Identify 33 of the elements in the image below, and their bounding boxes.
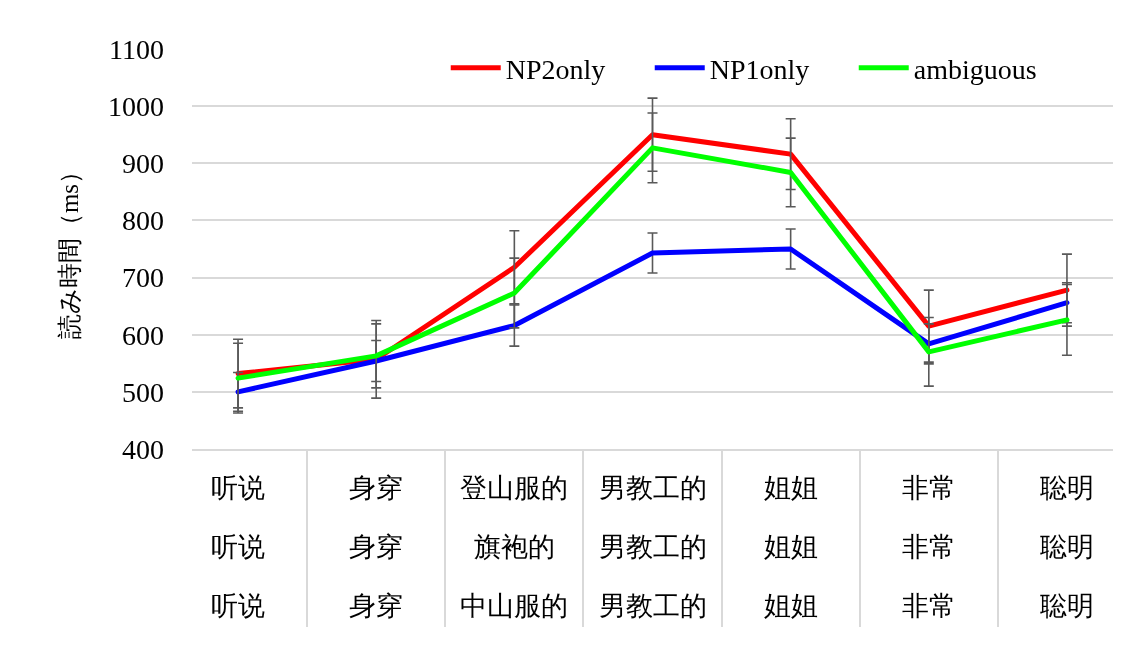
y-tick-label: 800 xyxy=(122,205,164,237)
category-label: 身穿 xyxy=(349,532,403,562)
category-label: 非常 xyxy=(902,591,956,621)
y-axis-title: 読み時間（ms） xyxy=(55,158,83,340)
category-label: 姐姐 xyxy=(764,532,818,562)
category-label: 非常 xyxy=(902,473,956,503)
y-tick-label: 1100 xyxy=(109,33,164,65)
category-label: 聡明 xyxy=(1040,591,1094,621)
category-label: 旗袍的 xyxy=(474,532,555,562)
category-label: 男教工的 xyxy=(599,532,707,562)
category-label: 姐姐 xyxy=(764,473,818,503)
category-label: 男教工的 xyxy=(599,473,707,503)
y-tick-label: 400 xyxy=(122,433,164,465)
legend-label: ambiguous xyxy=(913,53,1037,85)
category-label: 聡明 xyxy=(1040,532,1094,562)
category-label: 聡明 xyxy=(1040,473,1094,503)
category-label: 非常 xyxy=(902,532,956,562)
y-tick-label: 1000 xyxy=(108,90,164,122)
category-label: 听说 xyxy=(211,532,265,562)
category-label: 身穿 xyxy=(349,591,403,621)
y-tick-label: 900 xyxy=(122,148,164,180)
category-label: 中山服的 xyxy=(460,591,568,621)
category-label: 身穿 xyxy=(349,473,403,503)
category-label: 听说 xyxy=(211,473,265,503)
category-label: 男教工的 xyxy=(599,591,707,621)
y-tick-label: 500 xyxy=(122,376,164,408)
category-label: 登山服的 xyxy=(460,473,568,503)
category-label: 姐姐 xyxy=(764,591,818,621)
legend-label: NP2only xyxy=(505,53,606,85)
y-tick-label: 700 xyxy=(122,262,164,294)
category-label: 听说 xyxy=(211,591,265,621)
legend-label: NP1only xyxy=(709,53,810,85)
y-tick-label: 600 xyxy=(122,319,164,351)
